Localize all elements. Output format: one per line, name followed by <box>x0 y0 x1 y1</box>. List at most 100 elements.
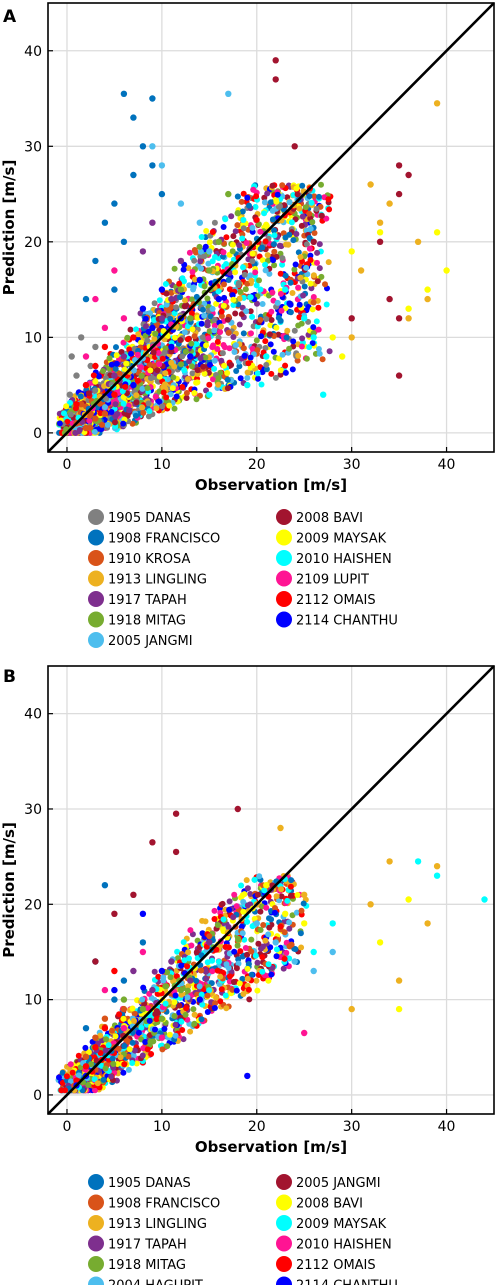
scatter-point <box>189 296 195 303</box>
scatter-point <box>133 326 139 333</box>
scatter-point <box>163 394 170 401</box>
scatter-point <box>310 967 317 975</box>
scatter-point <box>318 181 324 188</box>
scatter-point <box>113 352 120 359</box>
scatter-point <box>242 945 249 951</box>
scatter-point <box>103 1036 109 1043</box>
legend-item: 2005 JANGMI <box>276 1174 381 1191</box>
chart-panel-a: A 0 10 20 30 40 0 10 20 30 40 Observation [m/s] Pred… <box>0 2 495 648</box>
scatter-point <box>174 948 181 955</box>
scatter-point <box>316 241 323 248</box>
scatter-point <box>63 1073 70 1080</box>
scatter-point <box>178 1018 185 1025</box>
scatter-point <box>307 225 314 232</box>
scatter-point <box>82 295 90 303</box>
scatter-point <box>326 206 333 213</box>
scatter-point <box>179 275 186 282</box>
scatter-points <box>56 57 450 436</box>
scatter-point <box>254 347 261 354</box>
scatter-point <box>133 1060 140 1067</box>
scatter-point <box>238 882 245 889</box>
scatter-point <box>140 1045 147 1052</box>
scatter-point <box>193 293 200 300</box>
scatter-point <box>247 272 254 279</box>
scatter-point <box>204 322 211 329</box>
scatter-point <box>269 289 276 296</box>
scatter-point <box>239 208 246 215</box>
y-tick-label: 40 <box>24 707 42 723</box>
scatter-point <box>258 381 265 388</box>
scatter-point <box>240 330 247 337</box>
legend-marker <box>88 550 104 566</box>
scatter-point <box>211 316 218 323</box>
legend-label: 2112 OMAIS <box>296 593 376 608</box>
scatter-point <box>197 248 204 255</box>
scatter-point <box>102 404 108 411</box>
scatter-point <box>111 286 118 293</box>
scatter-point <box>75 1052 82 1059</box>
scatter-point <box>252 269 259 276</box>
scatter-point <box>414 238 422 245</box>
legend-marker <box>88 1174 104 1190</box>
scatter-point <box>229 292 236 299</box>
scatter-point <box>220 302 227 309</box>
scatter-point <box>95 373 102 380</box>
legend-item: 1913 LINGLING <box>88 1215 207 1232</box>
scatter-point <box>303 241 310 248</box>
scatter-point <box>219 900 226 907</box>
scatter-point <box>218 986 225 993</box>
scatter-point <box>257 927 264 933</box>
scatter-point <box>269 182 276 189</box>
scatter-point <box>189 326 196 333</box>
scatter-point <box>275 203 282 210</box>
scatter-point <box>298 343 305 350</box>
scatter-point <box>222 992 229 999</box>
scatter-point <box>112 401 119 408</box>
scatter-point <box>230 978 237 985</box>
scatter-point <box>395 190 403 198</box>
scatter-point <box>306 235 313 241</box>
scatter-point <box>256 873 263 880</box>
scatter-point <box>218 313 225 320</box>
scatter-point <box>229 241 236 248</box>
scatter-point <box>259 954 266 961</box>
scatter-point <box>185 949 192 956</box>
scatter-point <box>298 907 305 914</box>
scatter-point <box>221 281 227 288</box>
scatter-point <box>266 331 273 338</box>
scatter-point <box>211 907 218 914</box>
scatter-point <box>111 986 118 994</box>
scatter-point <box>120 90 128 98</box>
scatter-point <box>160 974 167 981</box>
scatter-point <box>296 205 303 212</box>
scatter-point <box>405 896 412 903</box>
scatter-point <box>101 410 109 417</box>
scatter-point <box>264 252 271 259</box>
scatter-point <box>129 1005 136 1012</box>
scatter-point <box>245 986 252 993</box>
scatter-point <box>247 308 254 315</box>
scatter-point <box>207 313 214 320</box>
scatter-point <box>280 965 287 972</box>
x-tick-label: 0 <box>63 1119 72 1135</box>
x-tick-label: 30 <box>343 1119 361 1135</box>
scatter-point <box>215 238 222 245</box>
scatter-point <box>159 403 166 410</box>
scatter-point <box>237 375 244 382</box>
scatter-point <box>130 171 137 179</box>
scatter-point <box>257 286 264 293</box>
y-tick-label: 0 <box>33 426 42 442</box>
scatter-point <box>376 238 384 245</box>
scatter-point <box>243 877 250 884</box>
scatter-point <box>433 872 441 879</box>
scatter-point <box>326 348 333 355</box>
scatter-point <box>225 924 232 930</box>
scatter-point <box>112 1033 119 1040</box>
y-tick-label: 10 <box>24 993 42 1009</box>
scatter-point <box>226 898 233 905</box>
scatter-point <box>171 310 178 317</box>
scatter-point <box>146 1017 153 1024</box>
scatter-point <box>82 381 90 389</box>
scatter-point <box>120 339 127 346</box>
scatter-point <box>198 1016 205 1023</box>
